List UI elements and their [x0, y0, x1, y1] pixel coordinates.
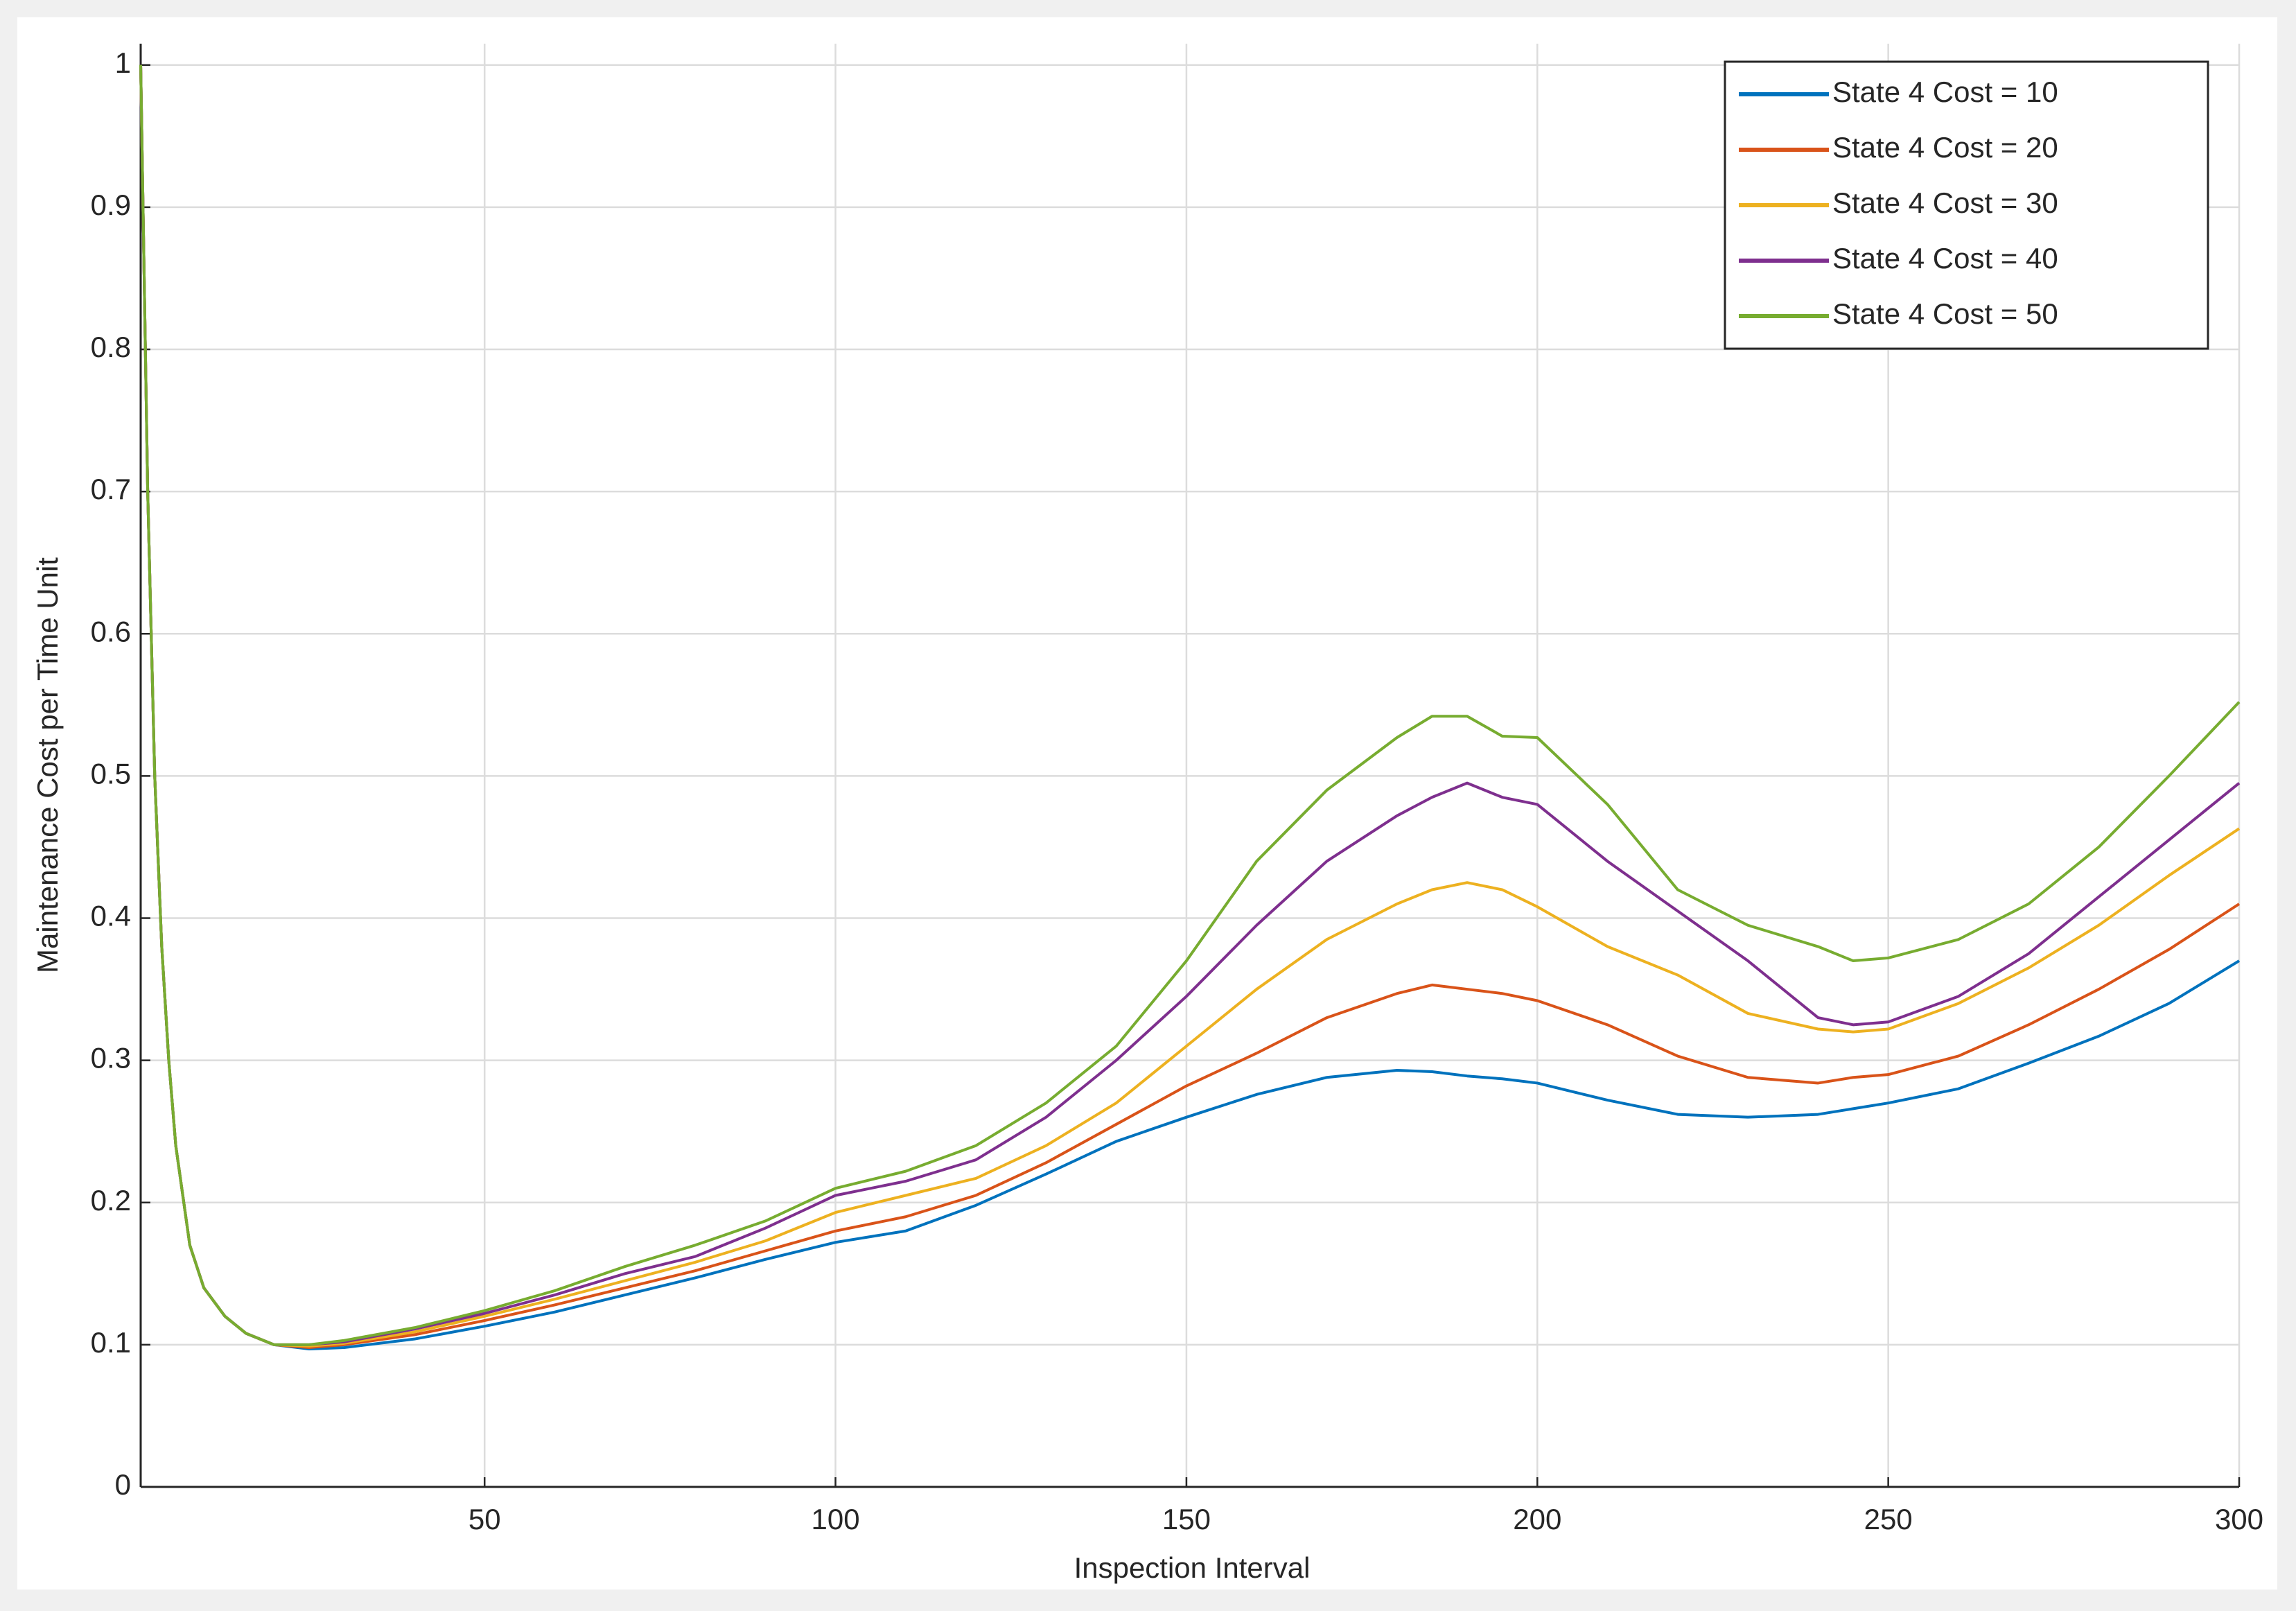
x-tick-label: 50: [468, 1503, 501, 1535]
x-tick-label: 200: [1513, 1503, 1561, 1535]
x-tick-label: 250: [1864, 1503, 1913, 1535]
y-tick-label: 0.4: [91, 900, 131, 932]
legend-label: State 4 Cost = 20: [1832, 131, 2058, 164]
x-axis-label: Inspection Interval: [1074, 1551, 1311, 1584]
y-axis-label: Maintenance Cost per Time Unit: [31, 557, 64, 973]
x-tick-label: 300: [2215, 1503, 2263, 1535]
y-tick-label: 0.7: [91, 473, 131, 505]
legend-label: State 4 Cost = 40: [1832, 242, 2058, 275]
series-line: [139, 64, 2241, 1346]
legend-label: State 4 Cost = 50: [1832, 297, 2058, 330]
y-tick-label: 0.5: [91, 757, 131, 790]
legend-label: State 4 Cost = 30: [1832, 186, 2058, 219]
y-tick-label: 0: [115, 1468, 131, 1501]
x-tick-label: 150: [1162, 1503, 1211, 1535]
y-tick-label: 0.9: [91, 189, 131, 221]
y-tick-label: 0.8: [91, 331, 131, 363]
y-tick-label: 0.2: [91, 1184, 131, 1217]
x-tick-label: 100: [812, 1503, 860, 1535]
y-tick-label: 0.1: [91, 1326, 131, 1359]
legend-label: State 4 Cost = 10: [1832, 76, 2058, 108]
y-tick-label: 0.6: [91, 615, 131, 647]
y-tick-label: 0.3: [91, 1042, 131, 1074]
y-tick-label: 1: [115, 46, 131, 79]
